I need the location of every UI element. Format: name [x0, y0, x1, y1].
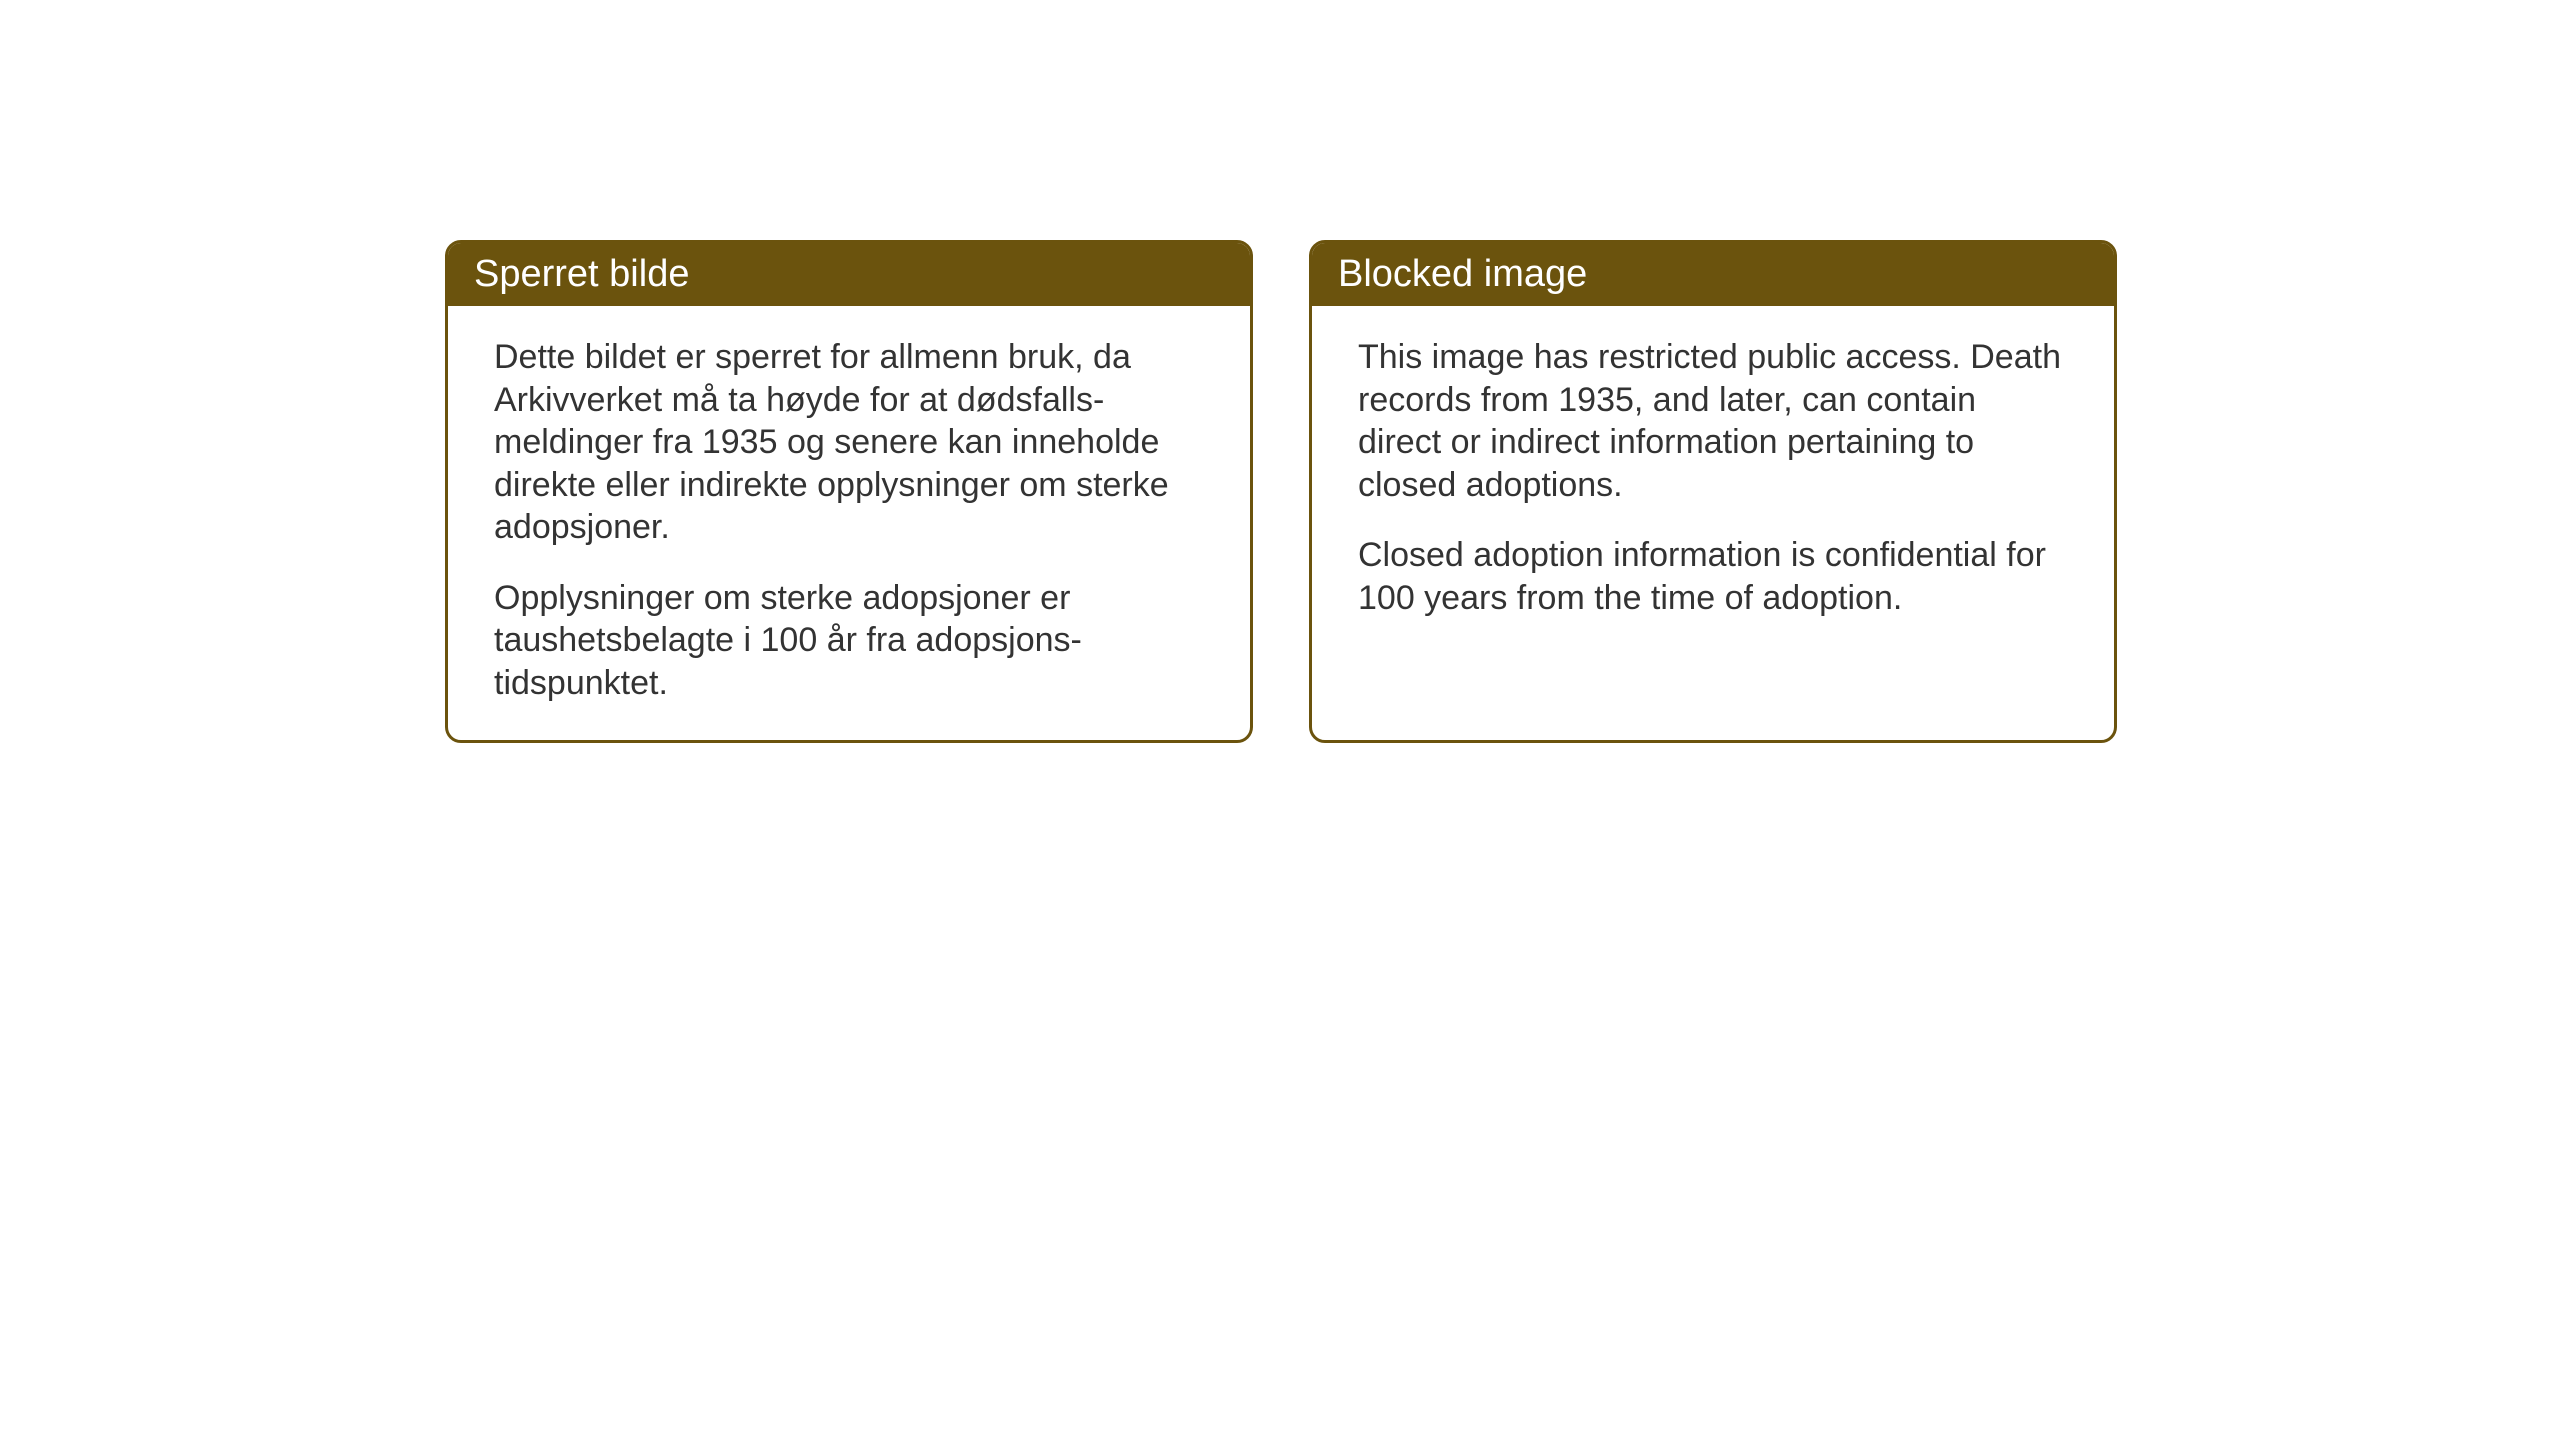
- panel-header-norwegian: Sperret bilde: [448, 243, 1250, 306]
- panel-title: Blocked image: [1338, 253, 1587, 295]
- panels-container: Sperret bilde Dette bildet er sperret fo…: [445, 240, 2117, 743]
- panel-paragraph: Dette bildet er sperret for allmenn bruk…: [494, 336, 1204, 549]
- panel-title: Sperret bilde: [474, 253, 689, 295]
- panel-english: Blocked image This image has restricted …: [1309, 240, 2117, 743]
- panel-body-english: This image has restricted public access.…: [1312, 306, 2114, 695]
- panel-body-norwegian: Dette bildet er sperret for allmenn bruk…: [448, 306, 1250, 740]
- panel-norwegian: Sperret bilde Dette bildet er sperret fo…: [445, 240, 1253, 743]
- panel-paragraph: This image has restricted public access.…: [1358, 336, 2068, 506]
- panel-paragraph: Closed adoption information is confident…: [1358, 534, 2068, 619]
- panel-paragraph: Opplysninger om sterke adopsjoner er tau…: [494, 577, 1204, 705]
- panel-header-english: Blocked image: [1312, 243, 2114, 306]
